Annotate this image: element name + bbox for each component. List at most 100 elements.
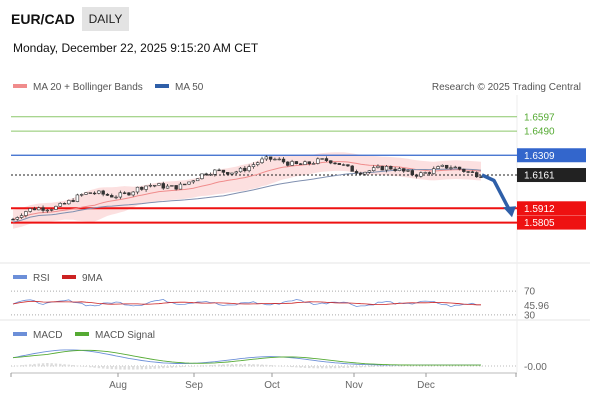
- macd-histogram-bar: [355, 366, 358, 368]
- macd-histogram-bar: [28, 364, 32, 367]
- candle: [414, 173, 419, 179]
- macd-histogram-bar: [149, 366, 152, 369]
- macd-histogram-bar: [363, 366, 367, 368]
- candle-body: [88, 192, 92, 194]
- credit-text: Research © 2025 Trading Central: [432, 82, 581, 93]
- candle-body: [432, 168, 436, 174]
- macd-histogram-bar: [350, 366, 354, 368]
- candle: [110, 193, 114, 198]
- candle-body: [466, 171, 470, 173]
- candle: [470, 170, 475, 173]
- macd-histogram-bar: [132, 366, 135, 370]
- macd-histogram-bar: [381, 366, 384, 367]
- macd-histogram-bar: [16, 365, 19, 367]
- candle: [208, 172, 213, 176]
- macd-histogram-bar: [290, 366, 294, 368]
- candle-body: [230, 172, 234, 175]
- candle-body: [37, 207, 41, 211]
- candle-body: [131, 191, 135, 196]
- candle-body: [174, 185, 178, 190]
- candle-body: [268, 156, 273, 160]
- candle-body: [410, 170, 415, 176]
- projection-arrow-line: [481, 173, 511, 211]
- candle-body: [457, 166, 462, 170]
- candle: [290, 159, 294, 166]
- candle-body: [67, 200, 71, 205]
- candle: [298, 162, 303, 165]
- candle-body: [436, 166, 440, 169]
- macd-signal-line: [12, 349, 481, 366]
- macd-histogram-bar: [110, 366, 113, 370]
- target-2-label-box: [517, 215, 586, 230]
- candle: [127, 192, 131, 196]
- candle: [11, 217, 15, 221]
- candle: [303, 160, 307, 165]
- target-1-label-box: [517, 201, 586, 216]
- candle-body: [462, 168, 466, 172]
- macd-histogram-bar: [205, 365, 208, 367]
- candle-body: [316, 158, 320, 164]
- macd-line: [12, 349, 481, 366]
- macd-histogram-bar: [37, 363, 40, 367]
- candle: [475, 171, 479, 178]
- candle-body: [303, 161, 307, 165]
- candle-body: [419, 172, 423, 177]
- candle: [406, 169, 410, 172]
- macd-histogram-bar: [123, 366, 126, 370]
- macd-histogram-bar: [243, 363, 247, 367]
- macd-histogram-bar: [359, 366, 362, 368]
- candle-body: [440, 164, 445, 167]
- candle-body: [320, 158, 324, 160]
- period-badge[interactable]: DAILY: [82, 7, 129, 31]
- macd-histogram-bar: [325, 366, 328, 369]
- macd-histogram-bar: [170, 366, 174, 368]
- signal-legend-label: MACD Signal: [95, 330, 155, 341]
- macd-histogram-bar: [316, 366, 320, 369]
- candle: [384, 164, 389, 173]
- candle: [346, 164, 350, 167]
- price-legend: MA 20 + Bollinger Bands MA 50 Research ©…: [13, 82, 581, 93]
- candle-body: [135, 186, 140, 193]
- candle-body: [427, 172, 432, 174]
- ma50-legend-swatch: [155, 84, 169, 88]
- candle: [122, 191, 127, 195]
- candle-body: [15, 217, 19, 220]
- rsi-tick-label: 30: [524, 310, 536, 321]
- candle: [402, 168, 406, 173]
- candle-body: [346, 164, 350, 167]
- candle: [333, 162, 337, 165]
- candle: [54, 205, 58, 210]
- macd-histogram-bar: [333, 366, 337, 369]
- candle-body: [286, 161, 290, 166]
- candle: [479, 175, 483, 178]
- candle-body: [311, 163, 316, 165]
- candle: [247, 164, 251, 173]
- candle-body: [213, 169, 217, 175]
- candle-body: [354, 171, 359, 174]
- candle: [101, 189, 105, 197]
- bollinger-band-layer: [13, 152, 481, 229]
- candle-body: [217, 169, 221, 172]
- macd-histogram-bar: [200, 365, 204, 367]
- candle: [135, 186, 140, 195]
- macd-histogram-bar: [308, 366, 311, 369]
- candle: [397, 166, 402, 172]
- macd-histogram-bar: [260, 364, 264, 367]
- ma20-legend-label: MA 20 + Bollinger Bands: [33, 82, 143, 93]
- candle-body: [62, 203, 67, 205]
- candle: [444, 164, 449, 169]
- candle: [243, 166, 247, 173]
- candle-body: [479, 176, 483, 178]
- macd-histogram-bar: [320, 366, 324, 369]
- candle: [200, 173, 204, 180]
- candle: [114, 195, 118, 200]
- rsi-value-label: 45.96: [524, 301, 549, 312]
- macd-histogram-bar: [338, 366, 341, 369]
- candle: [204, 172, 208, 176]
- macd-histogram-bar: [295, 366, 298, 368]
- candle-body: [191, 180, 196, 183]
- candle: [32, 206, 37, 211]
- macd-histogram-bar: [278, 365, 281, 367]
- macd-histogram-bar: [183, 366, 186, 367]
